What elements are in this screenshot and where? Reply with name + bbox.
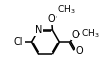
Text: O: O bbox=[48, 14, 56, 24]
Text: CH$_3$: CH$_3$ bbox=[57, 3, 76, 16]
Text: CH$_3$: CH$_3$ bbox=[81, 27, 99, 40]
Text: O: O bbox=[71, 30, 79, 40]
Text: O: O bbox=[76, 46, 83, 56]
Text: N: N bbox=[35, 25, 42, 35]
Text: Cl: Cl bbox=[14, 37, 23, 47]
